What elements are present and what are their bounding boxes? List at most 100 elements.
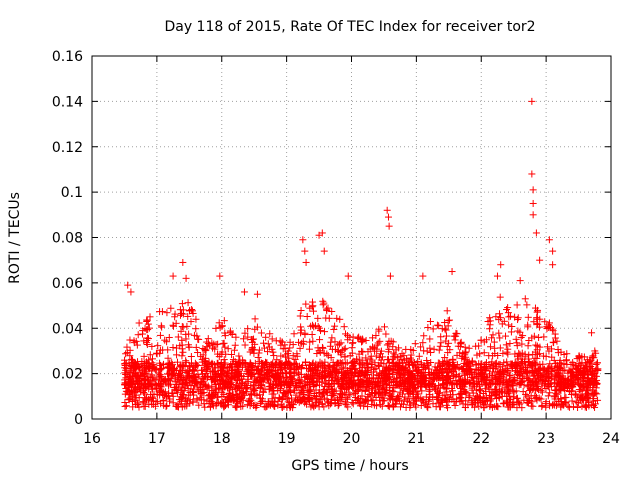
data-point [310,323,318,331]
data-point [152,349,160,357]
data-point [412,403,420,411]
data-point [204,340,212,348]
y-tick-labels: 0 0.02 0.04 0.06 0.08 0.1 0.12 0.14 0.16 [52,49,83,428]
data-point [319,297,327,305]
data-point [303,312,311,320]
data-point [410,399,418,407]
data-point [286,344,294,352]
data-point [309,307,317,315]
data-point [320,247,328,255]
data-point [471,403,479,411]
data-point [528,170,536,178]
data-point [451,336,459,344]
data-point [439,398,447,406]
data-point [433,321,441,329]
data-point [331,396,339,404]
data-point [122,350,130,358]
data-point [240,335,248,343]
data-point [159,396,167,404]
data-point [521,295,529,303]
data-point [535,334,543,342]
data-point [288,400,296,408]
data-point [460,386,468,394]
data-point [271,403,279,411]
data-point [220,402,228,410]
data-point [248,391,256,399]
data-point [231,341,239,349]
data-point [493,402,501,410]
data-point [256,391,264,399]
data-point [127,288,135,296]
data-point [197,396,205,404]
data-point [424,324,432,332]
data-point [382,330,390,338]
data-point [134,331,142,339]
x-tick-label: 20 [343,431,361,447]
data-point [216,272,224,280]
data-point [178,300,186,308]
data-point [297,323,305,331]
data-point [350,389,358,397]
data-point [513,301,521,309]
data-point [486,314,494,322]
x-tick-label: 22 [472,431,490,447]
data-point [240,288,248,296]
data-point [305,361,313,369]
data-point [493,272,501,280]
data-point [302,300,310,308]
data-point [192,325,200,333]
data-point [328,391,336,399]
data-point [415,352,423,360]
data-point [395,392,403,400]
data-point [330,325,338,333]
data-point [169,272,177,280]
data-point [197,389,205,397]
data-point [451,402,459,410]
data-point [219,340,227,348]
data-point [156,366,164,374]
data-point [538,401,546,409]
data-point [314,314,322,322]
data-point [461,343,469,351]
data-point [355,373,363,381]
data-point [344,272,352,280]
data-point [332,387,340,395]
data-point [179,258,187,266]
data-point [203,384,211,392]
data-point [383,206,391,214]
data-point [148,385,156,393]
data-point [383,341,391,349]
data-point [156,331,164,339]
data-point [182,274,190,282]
data-point [473,392,481,400]
data-point [154,398,162,406]
data-point [497,314,505,322]
data-point [297,307,305,315]
data-point [340,346,348,354]
data-point [151,402,159,410]
data-point [568,397,576,405]
data-point [405,395,413,403]
data-point [325,402,333,410]
x-tick-label: 17 [148,431,166,447]
data-point [465,344,473,352]
data-point [496,334,504,342]
data-point [194,335,202,343]
data-point [333,314,341,322]
data-point [427,349,435,357]
data-point [429,400,437,408]
data-point [340,323,348,331]
data-point [532,229,540,237]
data-point [524,323,532,331]
chart-title: Day 118 of 2015, Rate Of TEC Index for r… [164,19,535,35]
data-point [429,325,437,333]
data-point [318,400,326,408]
data-point [414,394,422,402]
data-point [192,343,200,351]
data-point [385,394,393,402]
data-point [257,329,265,337]
y-tick-label: 0.1 [61,185,83,201]
data-point [158,323,166,331]
data-point [524,313,532,321]
data-point [225,389,233,397]
